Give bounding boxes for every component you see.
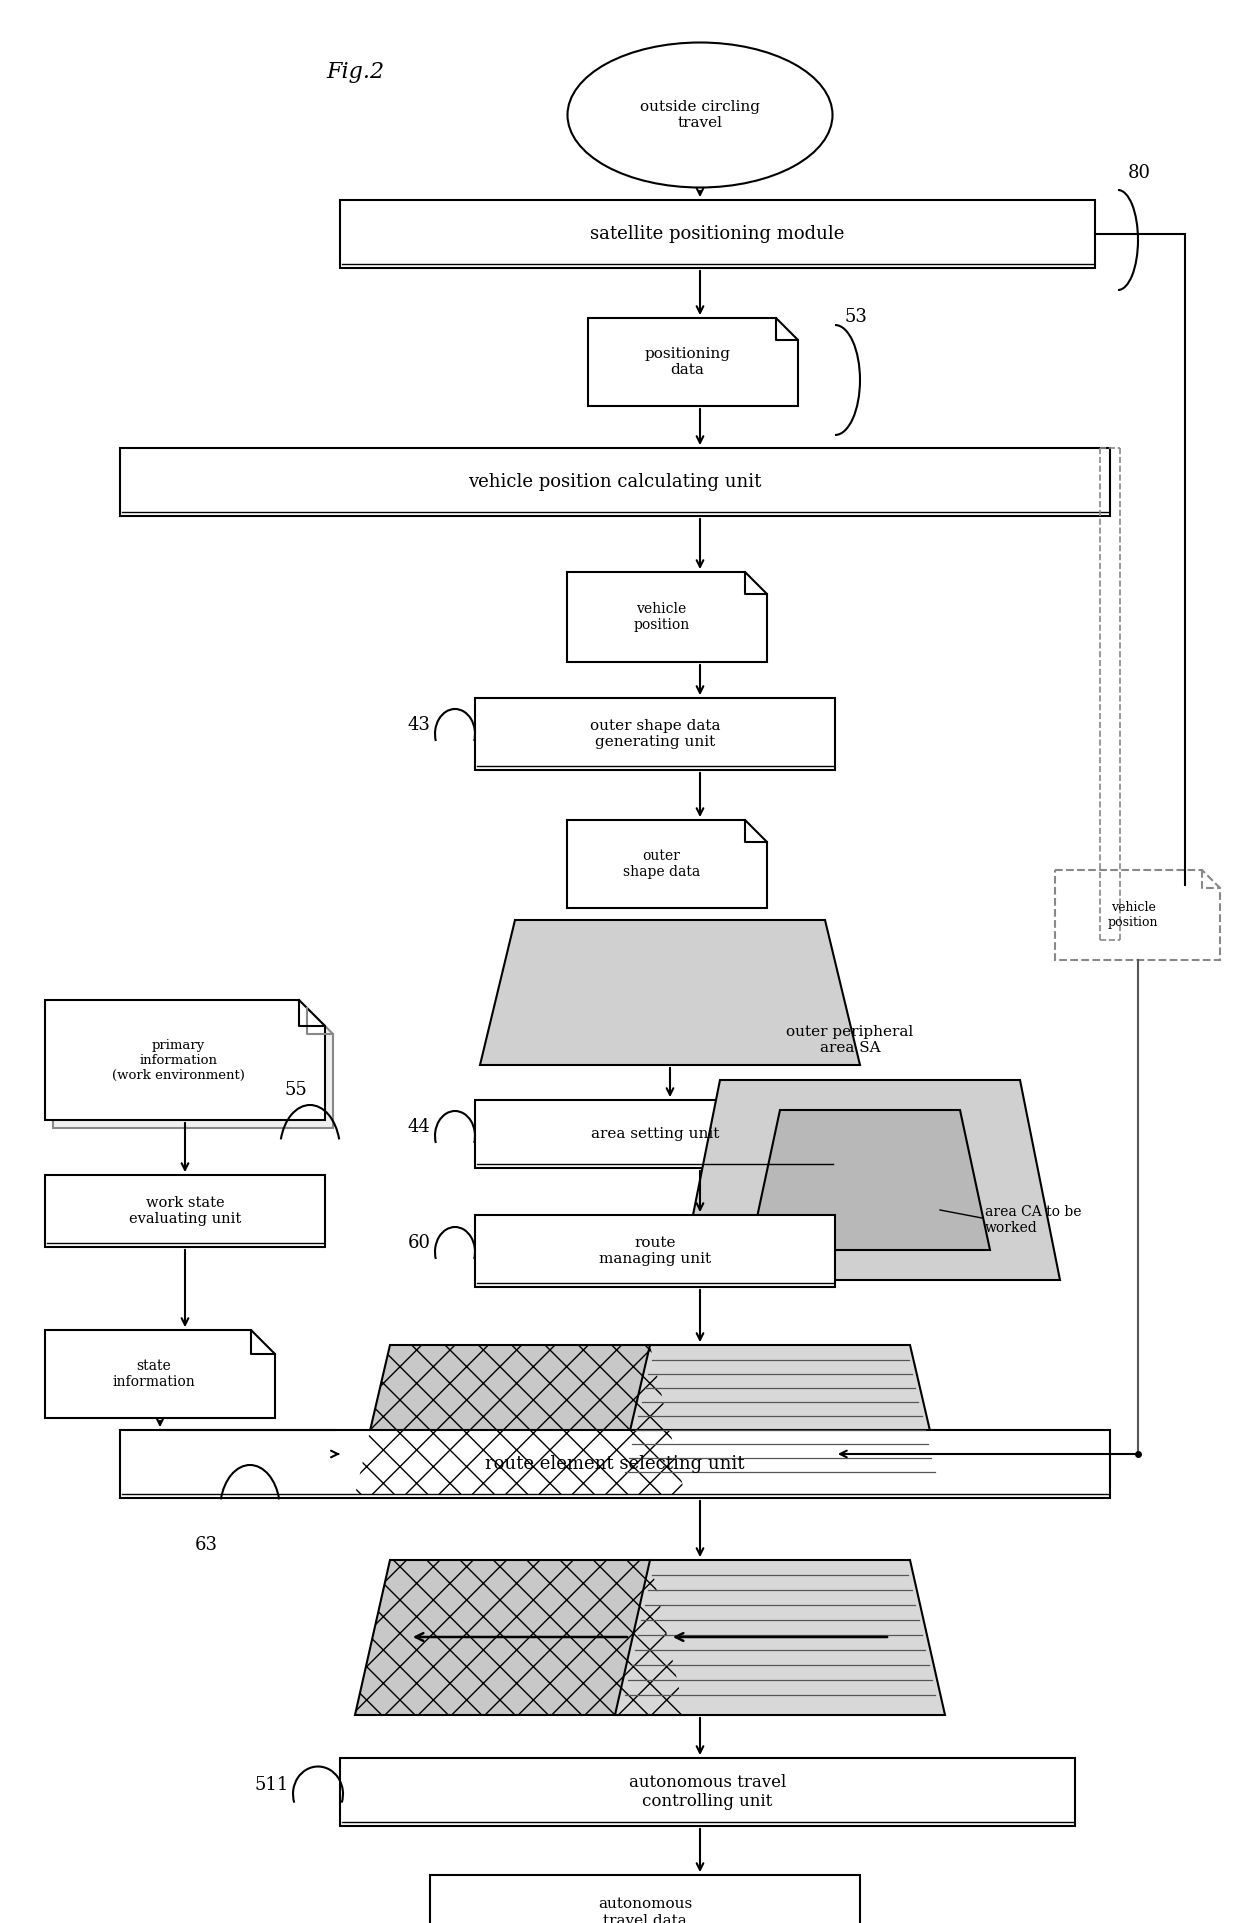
- Bar: [430, 1875, 861, 1923]
- Text: area setting unit: area setting unit: [590, 1127, 719, 1140]
- Text: 53: 53: [844, 308, 868, 327]
- Bar: [120, 448, 1110, 515]
- Text: outer peripheral
area SA: outer peripheral area SA: [786, 1025, 914, 1056]
- Text: Fig.2: Fig.2: [326, 62, 384, 83]
- Text: autonomous travel
controlling unit: autonomous travel controlling unit: [629, 1773, 786, 1810]
- Polygon shape: [567, 819, 768, 908]
- Text: outer shape data
generating unit: outer shape data generating unit: [590, 719, 720, 750]
- Polygon shape: [588, 317, 799, 406]
- Text: 43: 43: [408, 715, 430, 735]
- Polygon shape: [615, 1560, 945, 1715]
- Text: area CA to be
worked: area CA to be worked: [985, 1206, 1081, 1235]
- Polygon shape: [480, 919, 861, 1065]
- Text: 80: 80: [1128, 163, 1151, 183]
- Text: autonomous
travel data: autonomous travel data: [598, 1898, 692, 1923]
- Text: state
information: state information: [113, 1360, 196, 1388]
- Text: positioning
data: positioning data: [645, 346, 730, 377]
- Ellipse shape: [568, 42, 832, 188]
- Bar: [340, 200, 1095, 267]
- Text: route element selecting unit: route element selecting unit: [485, 1456, 745, 1473]
- Polygon shape: [680, 1081, 1060, 1281]
- Polygon shape: [53, 1008, 334, 1129]
- Polygon shape: [615, 1344, 945, 1494]
- Text: primary
information
(work environment): primary information (work environment): [112, 1038, 246, 1081]
- Polygon shape: [1055, 869, 1220, 960]
- Polygon shape: [567, 571, 768, 662]
- Text: work state
evaluating unit: work state evaluating unit: [129, 1196, 241, 1227]
- Text: vehicle
position: vehicle position: [634, 602, 689, 633]
- Polygon shape: [45, 1000, 325, 1119]
- Text: 55: 55: [285, 1081, 308, 1100]
- Text: 63: 63: [195, 1536, 218, 1554]
- Text: route
managing unit: route managing unit: [599, 1236, 711, 1265]
- Polygon shape: [355, 1560, 684, 1715]
- Bar: [45, 1175, 325, 1246]
- Text: outside circling
travel: outside circling travel: [640, 100, 760, 131]
- Text: satellite positioning module: satellite positioning module: [590, 225, 844, 242]
- Text: 60: 60: [408, 1235, 432, 1252]
- Bar: [340, 1758, 1075, 1827]
- Text: vehicle
position: vehicle position: [1107, 902, 1158, 929]
- Text: outer
shape data: outer shape data: [622, 848, 701, 879]
- Polygon shape: [45, 1331, 275, 1417]
- Bar: [475, 698, 835, 769]
- Polygon shape: [750, 1110, 990, 1250]
- Text: 511: 511: [255, 1777, 289, 1794]
- Bar: [475, 1215, 835, 1286]
- Text: 44: 44: [408, 1117, 430, 1136]
- Polygon shape: [355, 1344, 684, 1494]
- Bar: [475, 1100, 835, 1167]
- Text: vehicle position calculating unit: vehicle position calculating unit: [469, 473, 761, 490]
- Bar: [120, 1431, 1110, 1498]
